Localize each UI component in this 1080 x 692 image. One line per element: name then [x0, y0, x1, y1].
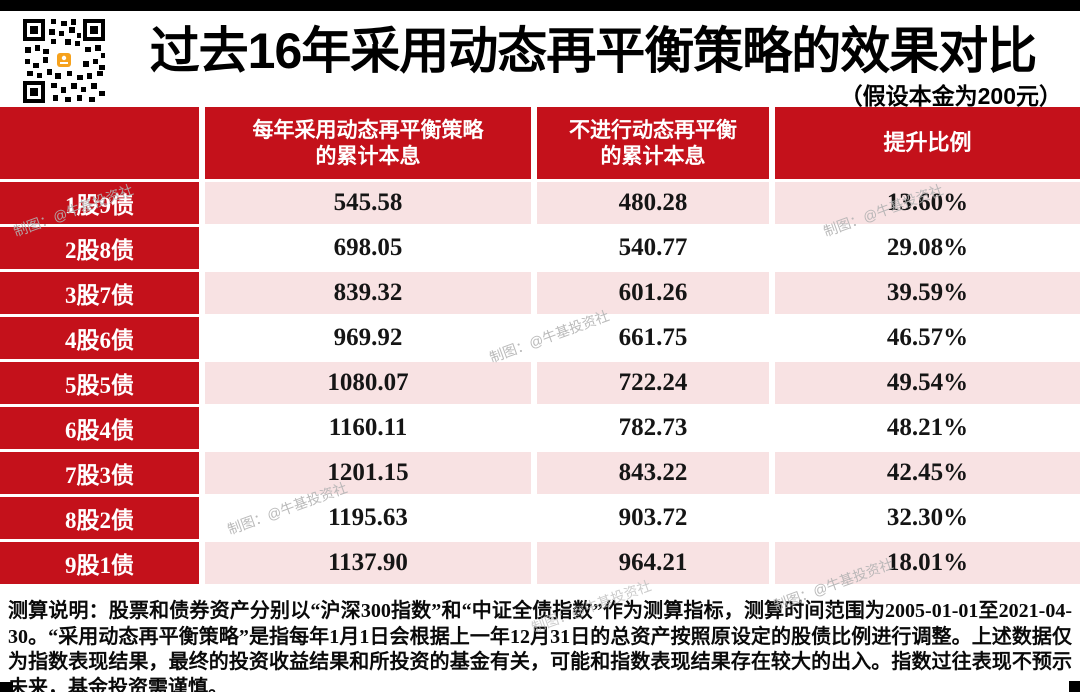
cell-rebalance: 839.32 — [205, 272, 531, 314]
cell-improvement: 29.08% — [775, 227, 1080, 269]
top-black-bar — [0, 0, 1080, 11]
cell-rebalance: 545.58 — [205, 182, 531, 224]
cell-no-rebalance: 722.24 — [537, 362, 769, 404]
cell-no-rebalance: 782.73 — [537, 407, 769, 449]
row-label: 3股7债 — [0, 272, 199, 314]
header-cell-rebalance: 每年采用动态再平衡策略 的累计本息 — [205, 107, 531, 179]
cell-rebalance: 698.05 — [205, 227, 531, 269]
row-label: 9股1债 — [0, 542, 199, 584]
cell-improvement: 48.21% — [775, 407, 1080, 449]
comparison-table: 每年采用动态再平衡策略 的累计本息 不进行动态再平衡 的累计本息 提升比例 1股… — [0, 107, 1080, 584]
row-label: 6股4债 — [0, 407, 199, 449]
cell-improvement: 49.54% — [775, 362, 1080, 404]
cell-no-rebalance: 903.72 — [537, 497, 769, 539]
qr-code-icon — [21, 17, 107, 105]
cell-rebalance: 1201.15 — [205, 452, 531, 494]
row-label: 8股2债 — [0, 497, 199, 539]
bottom-right-mark — [1069, 681, 1080, 692]
cell-improvement: 32.30% — [775, 497, 1080, 539]
header-cell-no-rebalance: 不进行动态再平衡 的累计本息 — [537, 107, 769, 179]
cell-no-rebalance: 601.26 — [537, 272, 769, 314]
cell-rebalance: 1195.63 — [205, 497, 531, 539]
cell-rebalance: 1080.07 — [205, 362, 531, 404]
cell-no-rebalance: 843.22 — [537, 452, 769, 494]
cell-rebalance: 1160.11 — [205, 407, 531, 449]
row-label: 4股6债 — [0, 317, 199, 359]
row-label: 7股3债 — [0, 452, 199, 494]
cell-no-rebalance: 964.21 — [537, 542, 769, 584]
cell-improvement: 46.57% — [775, 317, 1080, 359]
page-subtitle: （假设本金为200元） — [839, 83, 1062, 109]
row-label: 5股5债 — [0, 362, 199, 404]
cell-no-rebalance: 661.75 — [537, 317, 769, 359]
cell-improvement: 18.01% — [775, 542, 1080, 584]
cell-improvement: 42.45% — [775, 452, 1080, 494]
header-cell-improvement: 提升比例 — [775, 107, 1080, 179]
disclaimer-text: 测算说明：股票和债券资产分别以“沪深300指数”和“中证全债指数”作为测算指标，… — [8, 600, 1072, 692]
bottom-left-mark — [0, 682, 13, 692]
row-label: 1股9债 — [0, 182, 199, 224]
cell-rebalance: 1137.90 — [205, 542, 531, 584]
cell-no-rebalance: 540.77 — [537, 227, 769, 269]
cell-improvement: 13.60% — [775, 182, 1080, 224]
cell-improvement: 39.59% — [775, 272, 1080, 314]
cell-rebalance: 969.92 — [205, 317, 531, 359]
page-title: 过去16年采用动态再平衡策略的效果对比 — [149, 23, 1038, 79]
row-label: 2股8债 — [0, 227, 199, 269]
cell-no-rebalance: 480.28 — [537, 182, 769, 224]
header-cell-empty — [0, 107, 199, 179]
